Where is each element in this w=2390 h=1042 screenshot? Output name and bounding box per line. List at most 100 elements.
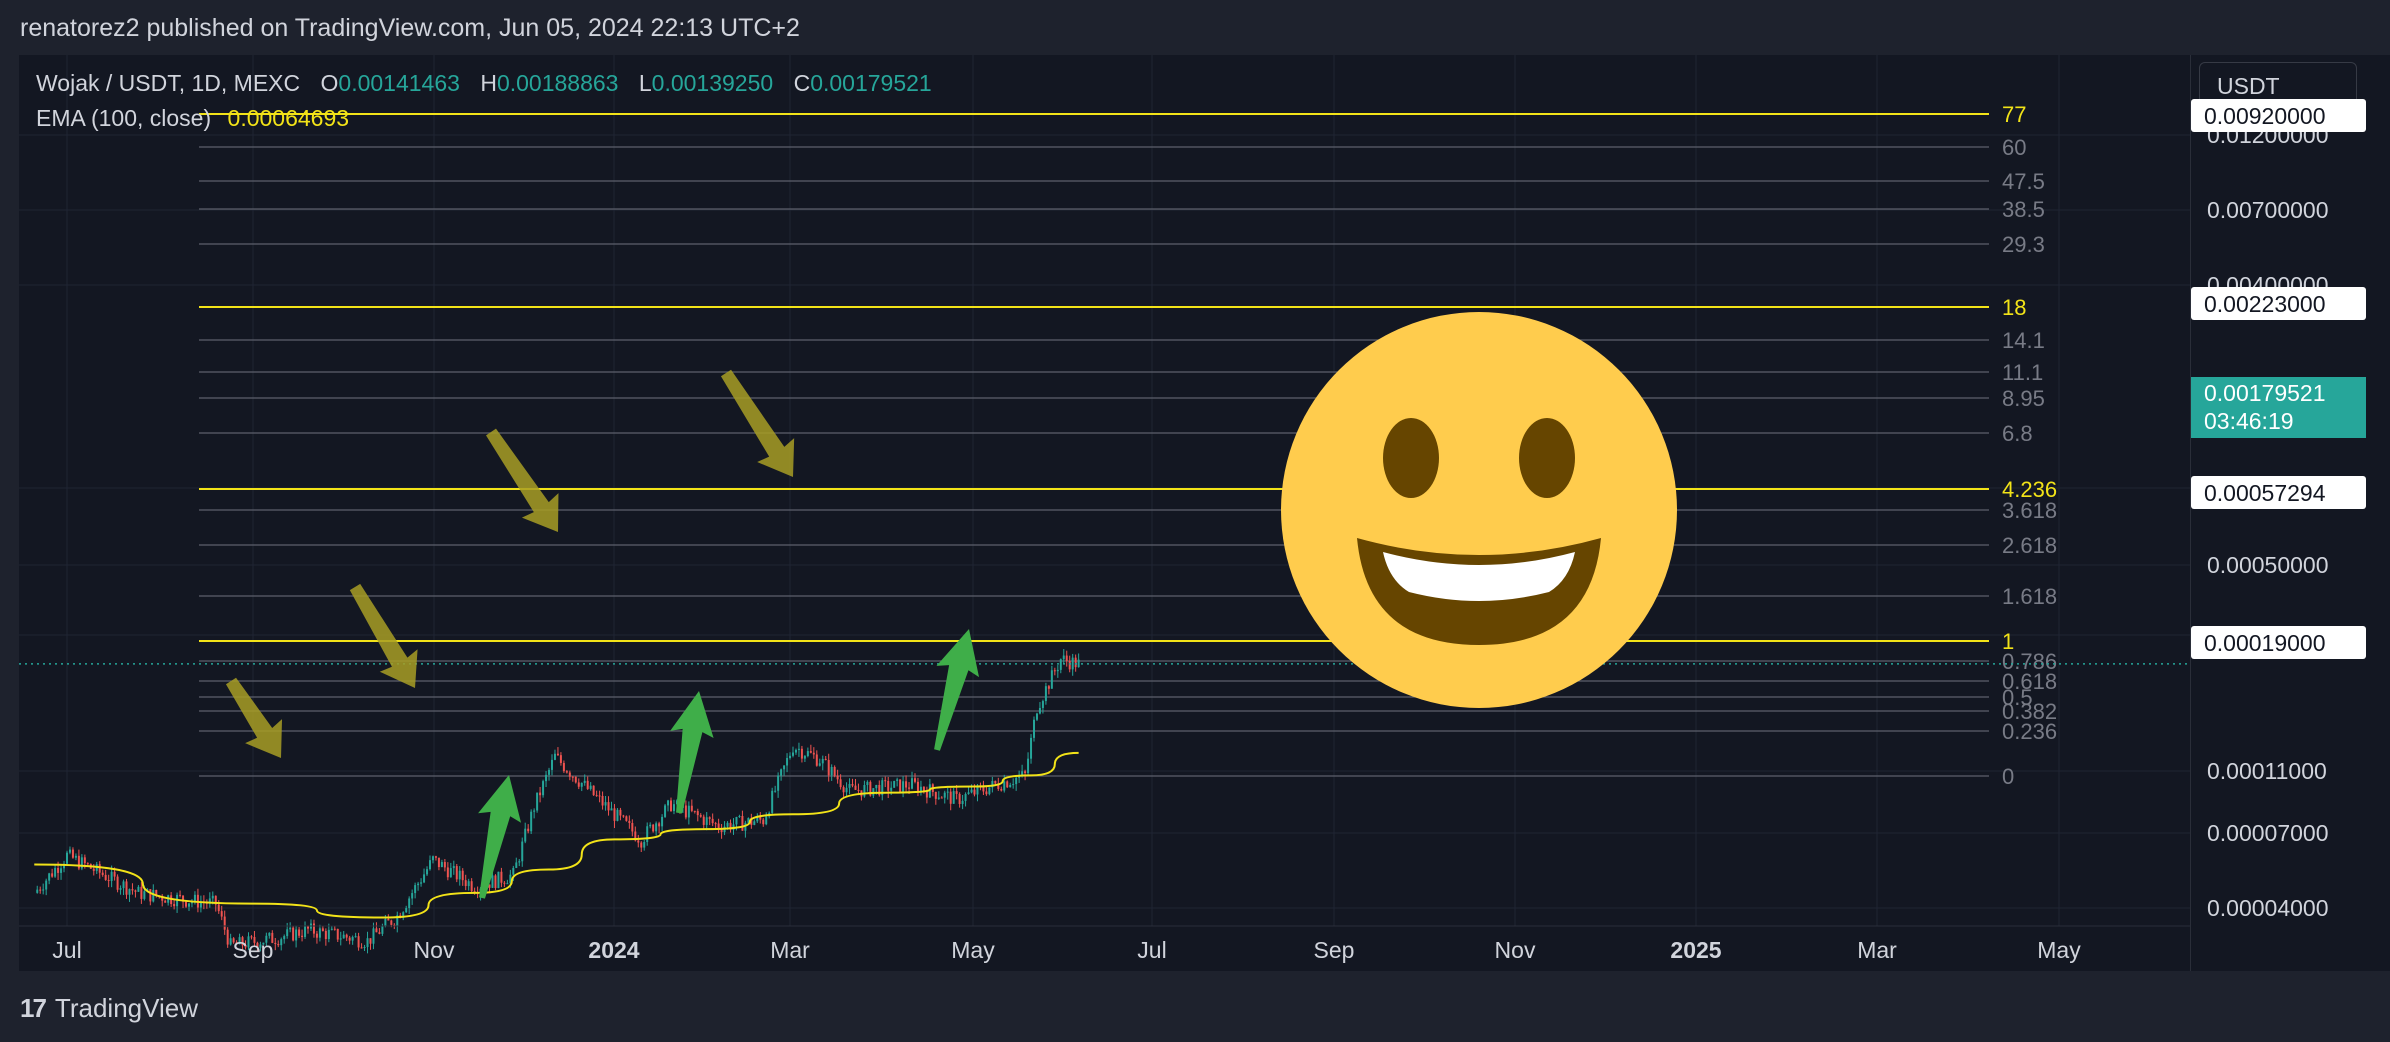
candle-body bbox=[625, 816, 628, 821]
candle-body bbox=[155, 890, 158, 896]
candle-body bbox=[961, 800, 964, 804]
candle-body bbox=[1047, 686, 1050, 689]
candle-body bbox=[592, 785, 595, 796]
candle-body bbox=[774, 790, 777, 792]
candle-body bbox=[634, 831, 637, 841]
candle-body bbox=[357, 936, 360, 948]
candle-body bbox=[872, 788, 875, 796]
candle-body bbox=[750, 818, 753, 825]
fib-label: 11.1 bbox=[2002, 360, 2043, 385]
x-tick-label: 2025 bbox=[1670, 937, 1721, 963]
candle-body bbox=[809, 751, 812, 753]
candle-body bbox=[271, 932, 274, 943]
candle-body bbox=[524, 828, 527, 842]
candle-body bbox=[369, 938, 372, 944]
price-label: 0.00019000 bbox=[2204, 630, 2326, 656]
candle-body bbox=[253, 937, 256, 943]
candle-body bbox=[241, 937, 244, 946]
candle-body bbox=[530, 811, 533, 832]
smiley-face-icon bbox=[1281, 312, 1677, 708]
candle-body bbox=[991, 780, 994, 788]
candle-body bbox=[696, 811, 699, 816]
candle-body bbox=[533, 810, 536, 812]
candle-body bbox=[238, 937, 241, 945]
candle-body bbox=[1077, 659, 1080, 668]
candle-body bbox=[553, 753, 556, 760]
fib-label: 0.382 bbox=[2002, 699, 2057, 724]
candle-body bbox=[720, 829, 723, 833]
candle-body bbox=[226, 929, 229, 945]
candle-body bbox=[57, 868, 60, 873]
candle-body bbox=[744, 822, 747, 831]
candle-body bbox=[839, 779, 842, 788]
candle-body bbox=[919, 786, 922, 793]
candle-body bbox=[437, 857, 440, 868]
candle-body bbox=[1021, 771, 1024, 776]
candle-body bbox=[101, 872, 104, 875]
candle-body bbox=[637, 840, 640, 843]
tradingview-logo-icon: 17 bbox=[20, 993, 47, 1023]
candle-body bbox=[863, 785, 866, 797]
candle-body bbox=[312, 923, 315, 934]
candle-body bbox=[1044, 686, 1047, 702]
candle-body bbox=[488, 884, 491, 888]
fib-label: 4.236 bbox=[2002, 477, 2057, 502]
candle-body bbox=[670, 800, 673, 812]
candle-body bbox=[98, 864, 101, 873]
candle-body bbox=[687, 805, 690, 818]
candle-body bbox=[908, 787, 911, 789]
candle-body bbox=[265, 935, 268, 943]
candle-body bbox=[771, 790, 774, 813]
legend-close: 0.00179521 bbox=[810, 70, 932, 96]
candle-body bbox=[818, 763, 821, 766]
candle-body bbox=[1068, 660, 1071, 670]
candle-body bbox=[134, 890, 137, 892]
candle-body bbox=[137, 886, 140, 892]
candle-body bbox=[726, 822, 729, 827]
candle-body bbox=[1000, 788, 1003, 791]
candle-body bbox=[568, 772, 571, 777]
fib-label: 29.3 bbox=[2002, 232, 2045, 257]
candle-body bbox=[321, 928, 324, 931]
candle-body bbox=[223, 916, 226, 930]
candle-body bbox=[426, 869, 429, 875]
candle-body bbox=[595, 795, 598, 797]
price-scale[interactable]: USDT 0.01200000 0.00700000 0.00400000 0.000… bbox=[2190, 55, 2390, 971]
candle-body bbox=[803, 756, 806, 759]
price-chart[interactable]: 77 60 47.5 38.5 29.3 18 14.1 11.18.95 6.8 4.2363.… bbox=[19, 55, 2190, 971]
candle-body bbox=[458, 870, 461, 880]
legend-ema-label: EMA (100, close) bbox=[36, 105, 212, 131]
candle-body bbox=[149, 889, 152, 902]
x-axis: Jul Sep Nov 2024 Mar May Jul Sep Nov 2025 Mar May bbox=[19, 925, 2190, 963]
candle-body bbox=[794, 749, 797, 753]
candle-body bbox=[1030, 737, 1033, 759]
candle-body bbox=[1053, 670, 1056, 672]
candle-body bbox=[1071, 657, 1074, 670]
y-tick-label: 0.00700000 bbox=[2207, 197, 2329, 223]
candle-body bbox=[440, 862, 443, 868]
candle-body bbox=[913, 778, 916, 782]
y-tick-label: 0.00007000 bbox=[2207, 820, 2329, 846]
candle-body bbox=[967, 792, 970, 794]
candle-body bbox=[393, 924, 396, 926]
candle-body bbox=[628, 820, 631, 824]
candle-body bbox=[845, 787, 848, 793]
candle-body bbox=[414, 885, 417, 894]
candle-body bbox=[604, 802, 607, 806]
y-tick-label: 0.00011000 bbox=[2207, 758, 2327, 784]
candle-body bbox=[777, 775, 780, 791]
candle-body bbox=[259, 944, 262, 948]
legend-low: 0.00139250 bbox=[651, 70, 774, 96]
candle-body bbox=[211, 895, 214, 899]
candle-body bbox=[571, 776, 574, 778]
candle-body bbox=[455, 866, 458, 880]
candle-body bbox=[667, 800, 670, 806]
candle-body bbox=[503, 882, 506, 884]
candle-body bbox=[747, 818, 750, 823]
candle-body bbox=[229, 938, 232, 945]
candle-body bbox=[887, 780, 890, 791]
candle-body bbox=[452, 866, 455, 869]
candle-body bbox=[464, 880, 467, 887]
chart-area[interactable]: 77 60 47.5 38.5 29.3 18 14.1 11.1 8.95 6.8 4.236 3.… bbox=[19, 55, 2190, 971]
candle-body bbox=[1009, 784, 1012, 788]
